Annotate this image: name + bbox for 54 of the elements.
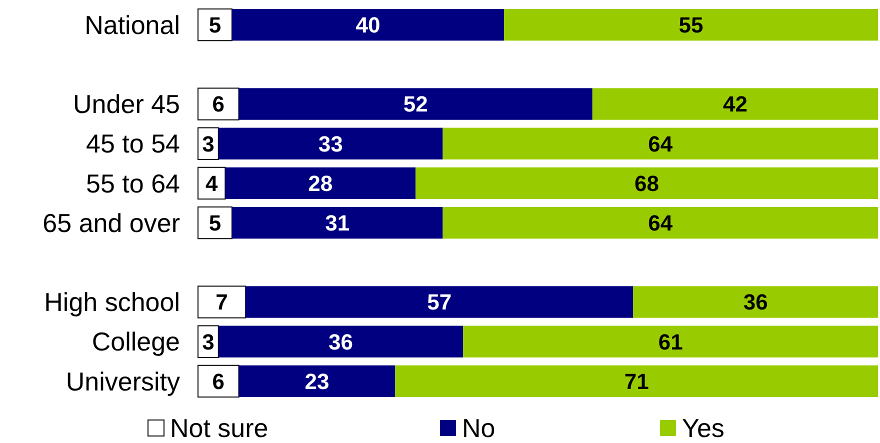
data-label: 64	[648, 131, 674, 156]
y-tick-label: 55 to 64	[86, 168, 180, 198]
data-label: 55	[678, 12, 704, 38]
data-label: 57	[427, 290, 452, 315]
data-label: 61	[658, 329, 683, 354]
bar	[218, 128, 443, 160]
y-tick-label: Under 45	[73, 89, 180, 120]
data-label: 5	[208, 12, 222, 38]
legend-label: Yes	[682, 413, 724, 443]
bar	[198, 286, 246, 318]
data-label: 71	[624, 368, 649, 394]
bar	[442, 206, 878, 239]
data-label: 3	[202, 131, 214, 156]
bar	[395, 365, 878, 398]
bar	[442, 128, 878, 160]
bar	[232, 8, 504, 41]
data-label: 52	[403, 92, 428, 117]
bar	[198, 88, 240, 120]
y-tick-label: 45 to 54	[86, 128, 180, 159]
bar	[218, 326, 464, 358]
y-tick-label: University	[66, 366, 180, 396]
data-label: 36	[328, 329, 354, 354]
legend-label: No	[462, 413, 496, 443]
bar	[246, 286, 634, 318]
bar	[504, 8, 878, 41]
bar	[592, 88, 878, 120]
y-tick-label: College	[92, 326, 180, 357]
data-label: 5	[208, 210, 222, 236]
data-label: 31	[325, 210, 350, 236]
bar	[633, 286, 878, 318]
y-tick-label: High school	[44, 287, 180, 318]
bar	[198, 364, 240, 398]
data-label: 3	[202, 329, 214, 354]
data-label: 23	[304, 368, 330, 394]
data-label: 6	[212, 92, 225, 117]
bar	[238, 88, 592, 120]
data-label: 40	[356, 12, 380, 38]
data-label: 68	[634, 170, 660, 196]
data-label: 28	[308, 170, 333, 196]
data-label: 36	[743, 290, 768, 315]
data-label: 64	[648, 210, 674, 236]
y-tick-label: National	[84, 10, 180, 40]
bar	[416, 167, 878, 200]
bar	[232, 206, 443, 239]
data-label: 4	[205, 170, 218, 196]
bar	[225, 167, 416, 200]
bar	[463, 326, 878, 358]
data-label: 6	[212, 368, 225, 394]
y-tick-label: 65 and over	[42, 208, 180, 238]
data-label: 33	[318, 131, 343, 156]
data-label: 42	[722, 92, 748, 117]
bar	[238, 365, 396, 398]
data-label: 7	[216, 290, 228, 315]
legend-label: Not sure	[170, 413, 268, 443]
